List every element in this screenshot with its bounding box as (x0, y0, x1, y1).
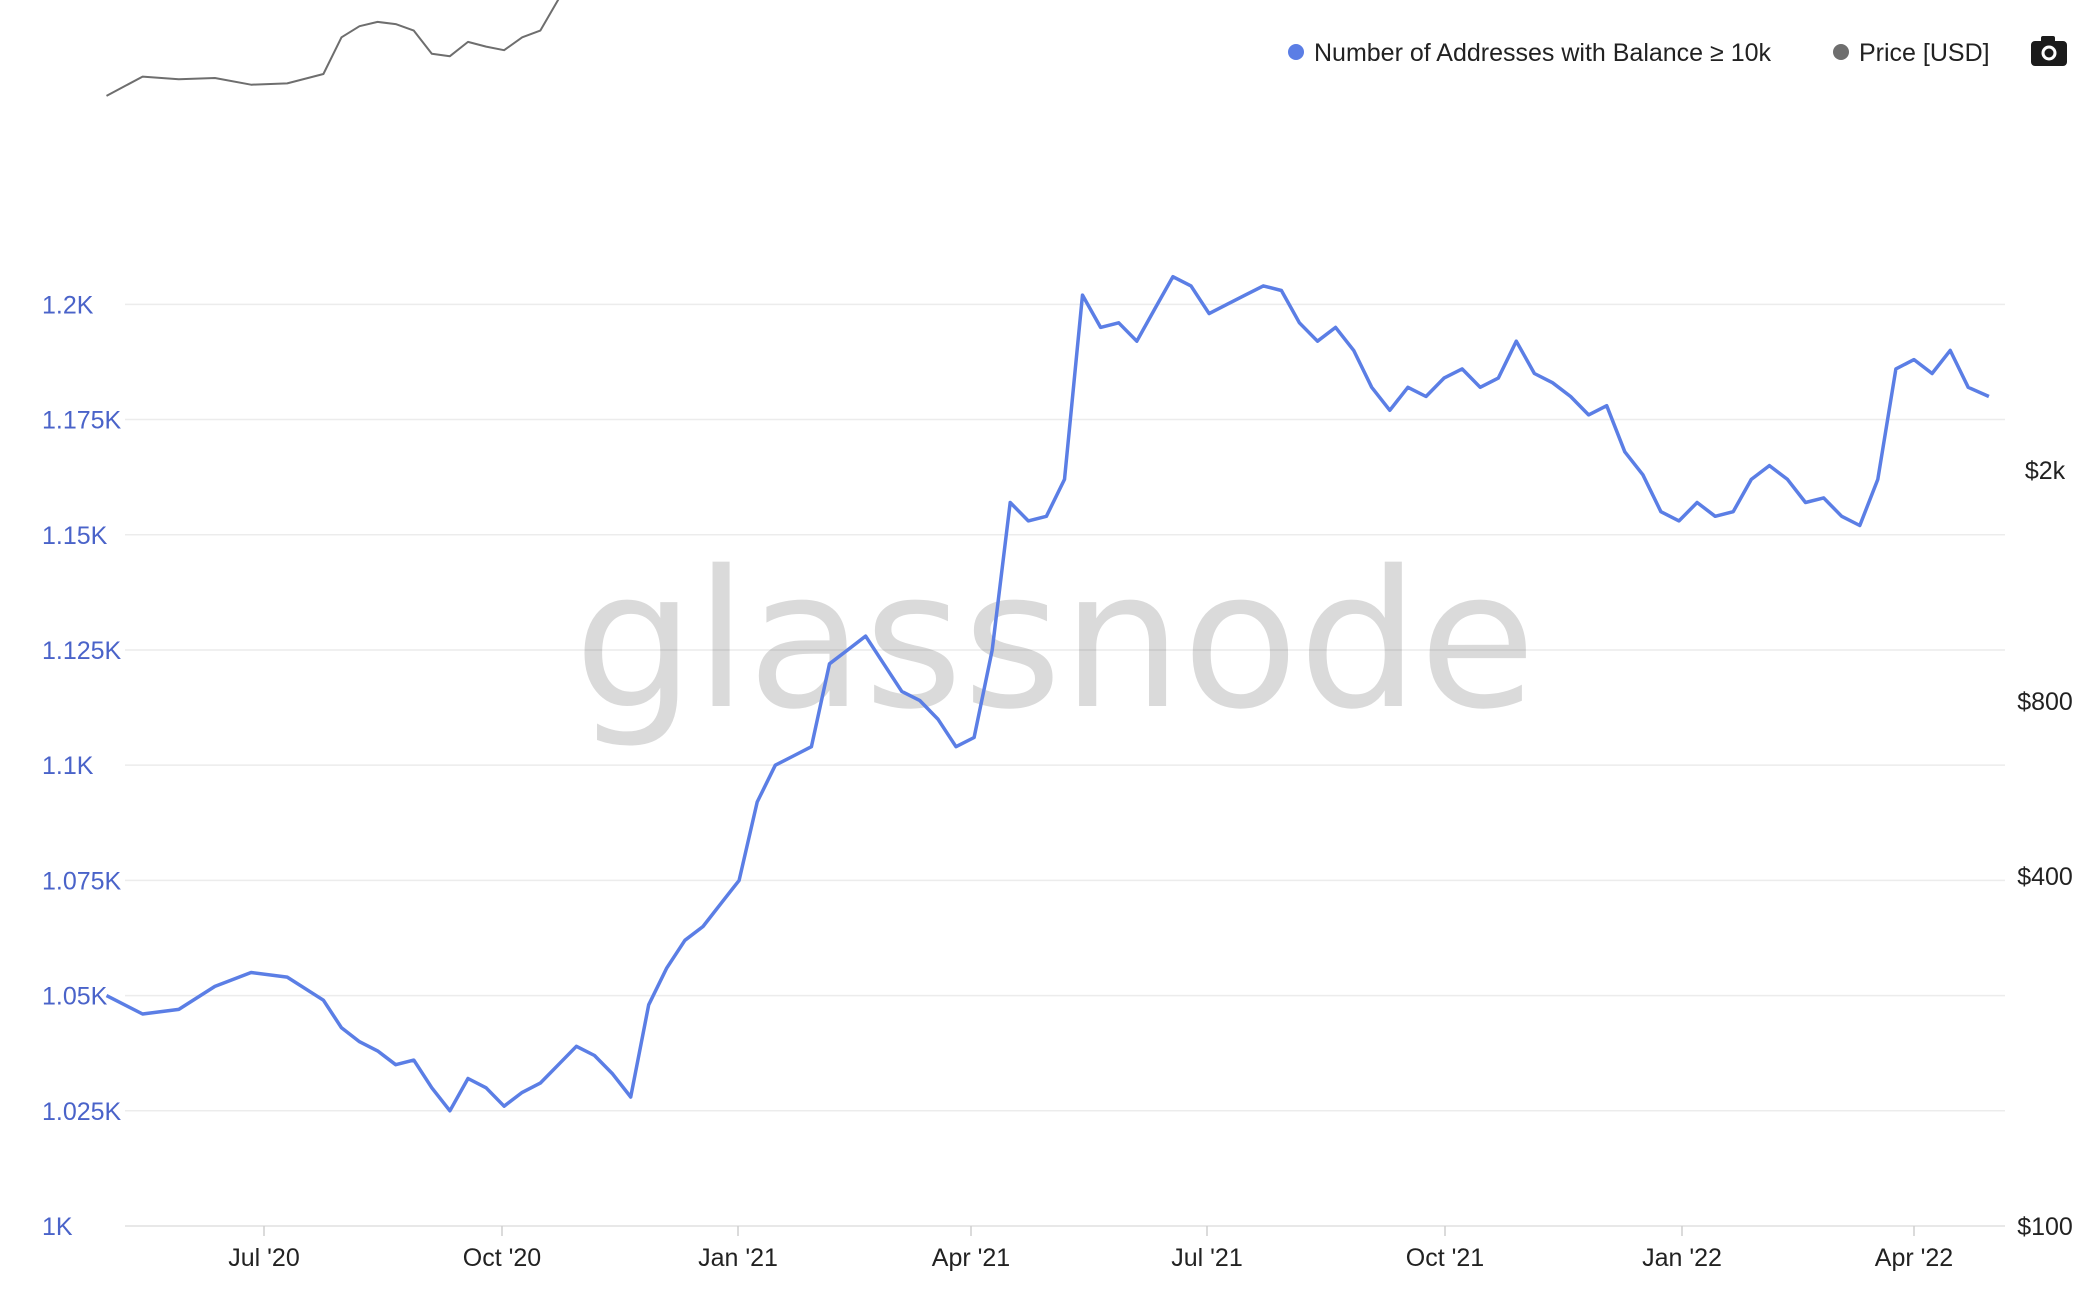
left-tick-label: 1.1K (42, 752, 94, 780)
right-tick-label: $800 (2017, 688, 2073, 716)
legend-item-addresses[interactable]: Number of Addresses with Balance ≥ 10k (1288, 39, 1772, 67)
x-tick-label: Jan '21 (698, 1244, 778, 1272)
left-tick-label: 1.05K (42, 983, 108, 1011)
right-tick-label: $400 (2017, 863, 2073, 891)
x-tick-label: Oct '20 (463, 1244, 541, 1272)
legend: Number of Addresses with Balance ≥ 10k P… (1288, 39, 1990, 67)
camera-top (2041, 36, 2055, 43)
series-line-addresses (105, 274, 1990, 1113)
left-tick-label: 1.175K (42, 407, 122, 435)
series-lines (105, 0, 1990, 1113)
left-axis: 1K 1.025K 1.05K 1.075K 1.1K 1.125K 1.15K 1.175K… (42, 291, 122, 1241)
legend-item-price[interactable]: Price [USD] (1833, 39, 1990, 67)
series-line-price (106, 0, 560, 97)
legend-label-addresses: Number of Addresses with Balance ≥ 10k (1314, 39, 1772, 67)
right-tick-label: $2k (2025, 457, 2066, 485)
x-tick-label: Oct '21 (1406, 1244, 1484, 1272)
gridlines (125, 303, 2005, 1227)
left-tick-label: 1.2K (42, 291, 94, 319)
legend-marker-addresses (1288, 44, 1304, 60)
legend-marker-price (1833, 44, 1849, 60)
x-tick-label: Jul '20 (228, 1244, 299, 1272)
right-tick-label: $100 (2017, 1213, 2073, 1241)
right-axis: $100 $400 $800 $2k (2017, 457, 2073, 1241)
watermark: glassnode (574, 530, 1536, 751)
left-tick-label: 1.075K (42, 867, 122, 895)
legend-label-price: Price [USD] (1859, 39, 1990, 67)
x-tick-label: Jan '22 (1642, 1244, 1722, 1272)
left-tick-label: 1.15K (42, 522, 108, 550)
x-axis: Jul '20 Oct '20 Jan '21 Apr '21 Jul '21 Oct '… (125, 1225, 2005, 1272)
x-tick-label: Jul '21 (1171, 1244, 1242, 1272)
left-tick-label: 1K (42, 1213, 73, 1241)
left-tick-label: 1.025K (42, 1098, 122, 1126)
x-tick-label: Apr '21 (932, 1244, 1010, 1272)
camera-lens (2044, 48, 2054, 58)
left-tick-label: 1.125K (42, 637, 122, 665)
x-tick-label: Apr '22 (1875, 1244, 1953, 1272)
camera-icon[interactable] (2031, 36, 2067, 66)
